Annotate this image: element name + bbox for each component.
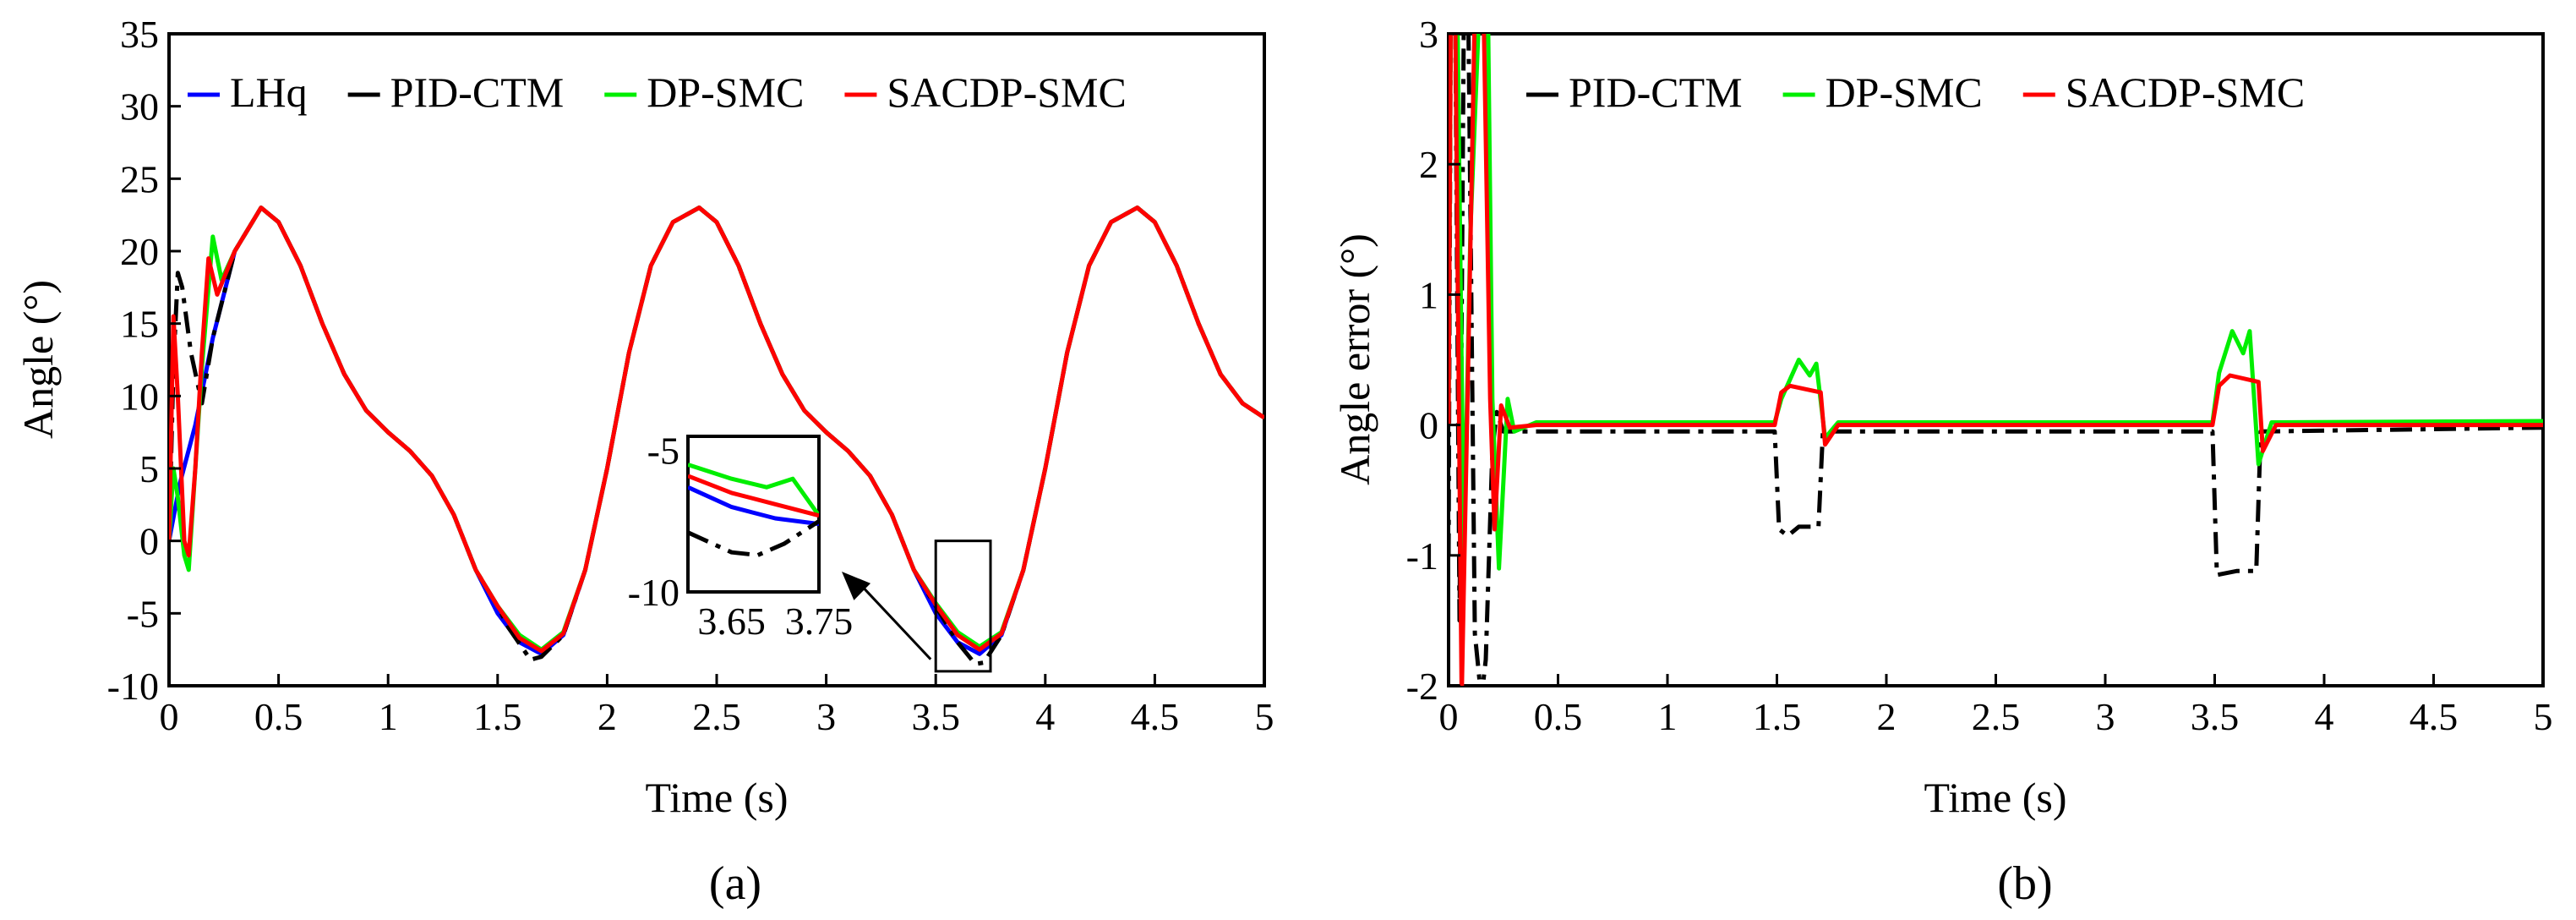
panel-a-xtick-label: 1: [379, 695, 398, 738]
panel-a-xtick-label: 3.5: [911, 695, 960, 738]
panel-b-legend-label: SACDP-SMC: [2066, 68, 2305, 116]
panel-b-xtick-label: 3.5: [2191, 695, 2240, 738]
panel-a-xtick-label: 4: [1035, 695, 1055, 738]
panel-a-legend-label: DP-SMC: [647, 68, 804, 116]
panel-a-ytick-label: 5: [139, 447, 159, 490]
panel-b-series-sacdp-smc: [1449, 34, 2543, 686]
panel-b-xtick-label: 1.5: [1753, 695, 1802, 738]
panel-a-xtick-label: 2: [598, 695, 617, 738]
panel-a-xtick-label: 0: [160, 695, 179, 738]
panel-b-ytick-label: 2: [1419, 143, 1438, 186]
panel-a-legend-label: PID-CTM: [390, 68, 565, 116]
zoom-arrow-head: [842, 572, 871, 600]
panel-b-plot-frame: [1447, 32, 2545, 687]
panel-b-xtick-label: 4.5: [2410, 695, 2459, 738]
panel-b-series-group: [1449, 34, 2543, 686]
inset-ticks-group: -5 -10 3.65 3.75: [628, 430, 854, 643]
panel-a-xlabel: Time (s): [645, 774, 788, 821]
panel-b-xtick-label: 4: [2315, 695, 2334, 738]
zoom-region-box: [934, 539, 992, 673]
panel-a-ticks-group: 0 0.5 1 1.5 2 2.5 3 3.5 4 4.5 5 -10 -5 0 5 10 15 20 25 30 35: [107, 13, 1274, 738]
panel-b-xtick-label: 3: [2096, 695, 2115, 738]
panel-a-xtick-label: 5: [1255, 695, 1274, 738]
panel-a-series-group: [169, 205, 1264, 666]
inset-series-dp-smc: [688, 463, 819, 518]
panel-b-ytick-label: -2: [1406, 665, 1438, 708]
inset-ytick-label: -10: [628, 571, 679, 614]
panel-a-ytick-label: 10: [120, 375, 159, 418]
inset-xtick-label: 3.75: [785, 600, 854, 643]
panel-a-ytick-label: 30: [120, 85, 159, 129]
panel-a-ytick-label: 20: [120, 230, 159, 273]
panel-a-ytick-label: 25: [120, 157, 159, 200]
panel-b-xtick-label: 2.5: [1972, 695, 2021, 738]
inset-xtick-label: 3.65: [697, 600, 766, 643]
panel-a-ytick-label: -5: [127, 592, 159, 635]
panel-b-legend: PID-CTM DP-SMC SACDP-SMC: [1526, 68, 2305, 116]
panel-b-xtick-label: 2: [1877, 695, 1897, 738]
panel-a-xtick-label: 3: [816, 695, 836, 738]
panel-b: 0 0.5 1 1.5 2 2.5 3 3.5 4 4.5 5 -2 -1 0 1 2 3 PID-CTM DP-…: [1331, 13, 2553, 910]
inset-series-pid-ctm: [688, 519, 819, 557]
panel-a-xtick-label: 4.5: [1131, 695, 1180, 738]
panel-a-xtick-label: 0.5: [254, 695, 303, 738]
panel-b-ytick-label: 0: [1419, 404, 1438, 447]
panel-a-legend-label: SACDP-SMC: [887, 68, 1126, 116]
panel-b-xtick-label: 0.5: [1534, 695, 1583, 738]
inset-series-group: [688, 463, 819, 557]
panel-b-caption: (b): [1997, 857, 2052, 910]
panel-b-ticks-group: 0 0.5 1 1.5 2 2.5 3 3.5 4 4.5 5 -2 -1 0 1 2 3: [1406, 13, 2553, 738]
panel-a-legend-label: LHq: [230, 68, 308, 116]
panel-b-ylabel: Angle error (°): [1331, 233, 1378, 485]
panel-b-legend-label: PID-CTM: [1569, 68, 1743, 116]
inset-series-sacdp-smc: [688, 474, 819, 518]
panel-a-xtick-label: 2.5: [692, 695, 741, 738]
zoom-arrow: [855, 579, 932, 660]
panel-b-xtick-label: 5: [2534, 695, 2553, 738]
panel-a-ylabel: Angle (°): [14, 280, 62, 439]
panel-a-legend: LHq PID-CTM DP-SMC SACDP-SMC: [188, 68, 1127, 116]
panel-a: 0 0.5 1 1.5 2 2.5 3 3.5 4 4.5 5 -10 -5 0 5 10 15 20 25 30 35…: [14, 13, 1274, 910]
inset-ytick-label: -5: [647, 430, 679, 473]
panel-b-ytick-label: 1: [1419, 273, 1438, 316]
panel-a-series-sacdp-smc: [169, 205, 1264, 654]
panel-a-ytick-label: 0: [139, 520, 159, 563]
panel-b-legend-label: DP-SMC: [1826, 68, 1983, 116]
panel-a-caption: (a): [709, 857, 761, 910]
panel-b-ytick-label: -1: [1406, 534, 1438, 578]
panel-b-xtick-label: 1: [1658, 695, 1678, 738]
panel-a-ytick-label: -10: [107, 665, 159, 708]
panel-b-xlabel: Time (s): [1924, 774, 2066, 821]
panel-a-ytick-label: 15: [120, 303, 159, 346]
panel-b-series-pid-ctm: [1449, 34, 2543, 686]
panel-a-ytick-label: 35: [120, 13, 159, 56]
panel-b-xtick-label: 0: [1439, 695, 1459, 738]
panel-b-ytick-label: 3: [1419, 13, 1438, 56]
panel-a-xtick-label: 1.5: [473, 695, 522, 738]
inset-series-lhq: [688, 485, 819, 527]
